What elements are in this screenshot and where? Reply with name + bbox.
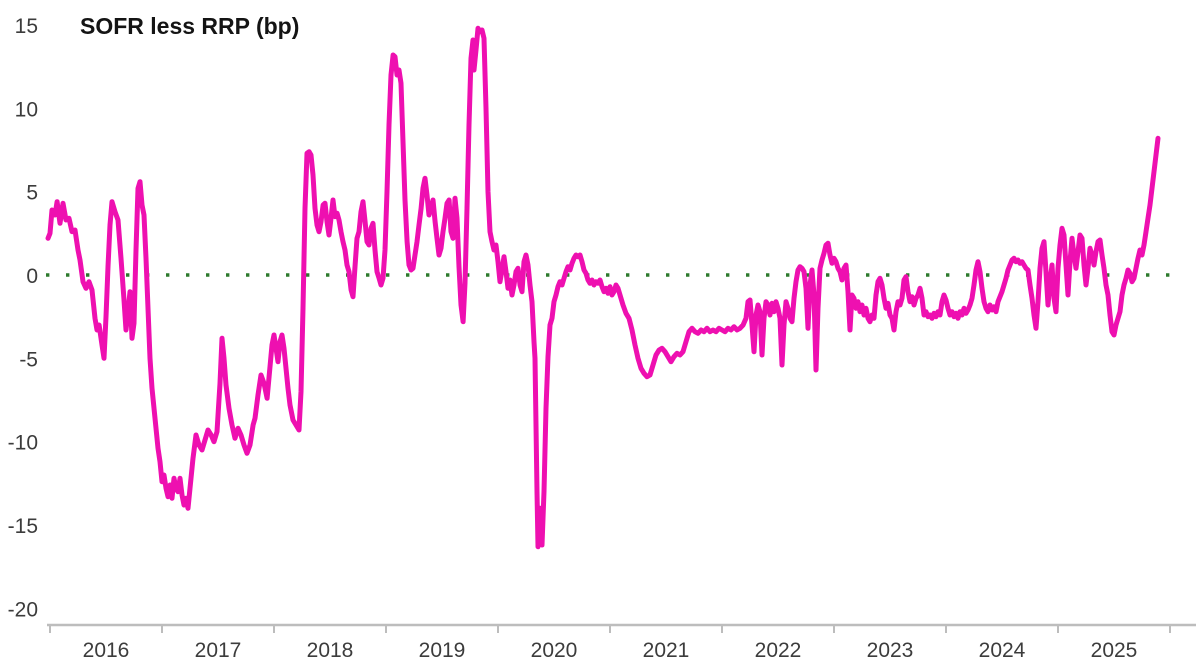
x-tick-label: 2020 xyxy=(531,639,578,662)
y-tick-label: 0 xyxy=(26,265,38,288)
y-tick-label: 10 xyxy=(15,98,38,121)
y-tick-label: -20 xyxy=(8,598,38,621)
x-tick-label: 2024 xyxy=(979,639,1026,662)
y-tick-label: 15 xyxy=(15,15,38,38)
x-tick-label: 2019 xyxy=(419,639,466,662)
y-tick-label: -10 xyxy=(8,432,38,455)
series-line-sofr-less-rrp xyxy=(45,25,1161,550)
x-tick-label: 2018 xyxy=(307,639,354,662)
x-tick-label: 2023 xyxy=(867,639,914,662)
x-tick-label: 2016 xyxy=(83,639,130,662)
x-tick-label: 2017 xyxy=(195,639,242,662)
y-tick-label: -5 xyxy=(19,348,38,371)
chart-title: SOFR less RRP (bp) xyxy=(80,13,300,39)
x-tick-label: 2022 xyxy=(755,639,802,662)
x-tick-label: 2021 xyxy=(643,639,690,662)
y-tick-label: 5 xyxy=(26,182,38,205)
y-tick-label: -15 xyxy=(8,515,38,538)
x-tick-label: 2025 xyxy=(1091,639,1138,662)
